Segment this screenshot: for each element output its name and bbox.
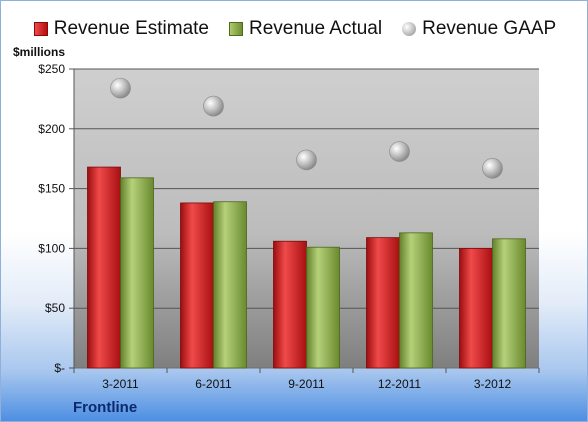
point-revenue-gaap bbox=[389, 141, 410, 162]
x-tick-label: 6-2011 bbox=[195, 377, 232, 391]
x-tick-label: 9-2011 bbox=[288, 377, 325, 391]
legend-label-gaap: Revenue GAAP bbox=[422, 18, 557, 39]
bar-revenue-actual bbox=[306, 246, 340, 369]
y-tick-label: $200 bbox=[38, 122, 65, 136]
legend-label-estimate: Revenue Estimate bbox=[53, 18, 209, 39]
y-tick-label: $- bbox=[54, 361, 65, 375]
y-tick-label: $50 bbox=[45, 301, 65, 315]
y-axis-ticks: $- $50 $100 $150 $200 $250 bbox=[38, 62, 75, 375]
x-axis-ticks: 3-2011 6-2011 9-2011 12-2011 3-2012 bbox=[73, 368, 540, 391]
bar-revenue-estimate bbox=[87, 166, 121, 369]
y-tick-label: $100 bbox=[38, 241, 65, 255]
gray-circle-icon bbox=[402, 22, 417, 36]
y-axis-unit-label: $millions bbox=[13, 45, 66, 59]
bar-revenue-actual bbox=[399, 232, 433, 369]
bar-revenue-estimate bbox=[180, 202, 214, 369]
bar-revenue-actual bbox=[213, 201, 247, 369]
bar-revenue-actual bbox=[120, 177, 154, 369]
gaap-points bbox=[110, 77, 503, 179]
green-square-icon bbox=[229, 22, 243, 36]
y-tick-label: $150 bbox=[38, 182, 65, 196]
bar-revenue-estimate bbox=[459, 247, 493, 369]
legend-entry-actual: Revenue Actual bbox=[229, 18, 382, 40]
x-tick-label: 12-2011 bbox=[378, 377, 421, 391]
point-revenue-gaap bbox=[203, 95, 224, 117]
company-label: Frontline bbox=[73, 399, 138, 416]
legend-entry-gaap: Revenue GAAP bbox=[402, 18, 556, 40]
bar-revenue-estimate bbox=[273, 240, 307, 369]
bar-revenue-estimate bbox=[366, 237, 400, 369]
point-revenue-gaap bbox=[110, 77, 131, 99]
bar-revenue-actual bbox=[492, 238, 526, 369]
point-revenue-gaap bbox=[296, 149, 317, 171]
bars bbox=[87, 166, 526, 369]
legend-label-actual: Revenue Actual bbox=[249, 18, 383, 39]
point-revenue-gaap bbox=[482, 157, 503, 179]
x-tick-label: 3-2012 bbox=[474, 377, 512, 391]
y-tick-label: $250 bbox=[38, 62, 65, 76]
red-square-icon bbox=[33, 22, 48, 36]
x-tick-label: 3-2011 bbox=[102, 377, 139, 391]
legend: Revenue Estimate Revenue Actual Revenue … bbox=[1, 17, 587, 41]
legend-entry-estimate: Revenue Estimate bbox=[33, 18, 209, 40]
